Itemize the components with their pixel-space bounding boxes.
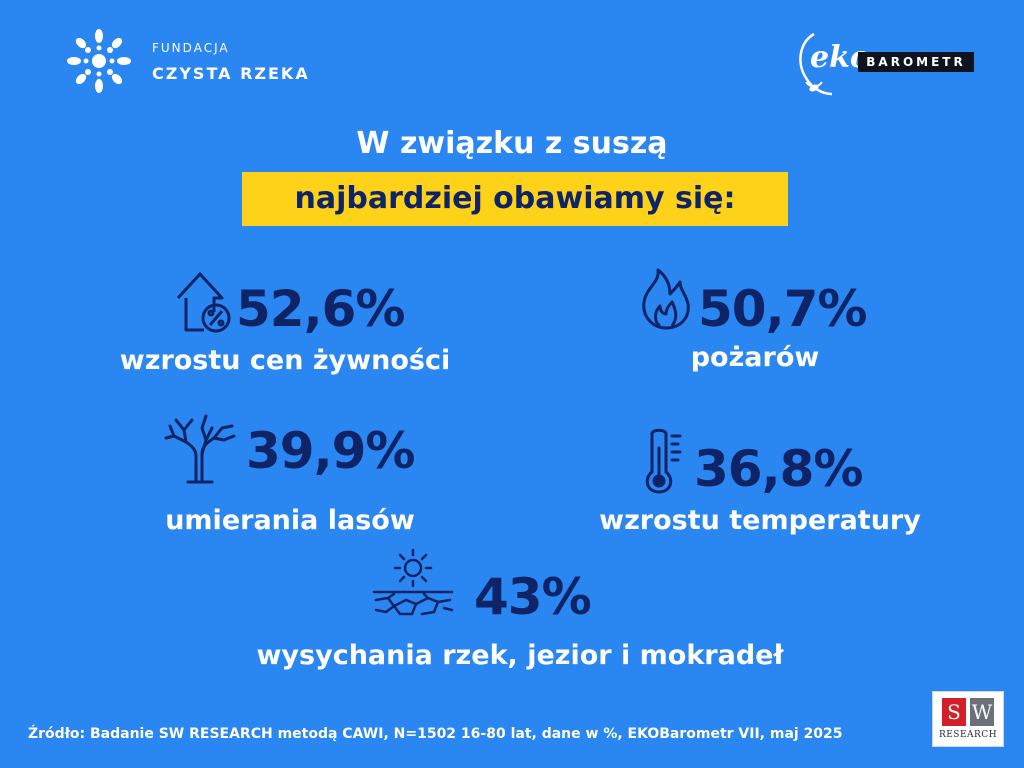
stat-forests-label: umierania lasów [165, 505, 415, 536]
sun-cracked-ground-icon [372, 548, 454, 624]
stat-rivers-label: wysychania rzek, jezior i mokradeł [256, 640, 784, 671]
fire-icon [636, 266, 694, 334]
leaf-ring-icon [799, 32, 833, 96]
stat-rivers-value: 43% [474, 568, 592, 626]
headline-line2-highlight: najbardziej obawiamy się: [242, 172, 788, 226]
stat-fires-value: 50,7% [698, 280, 867, 338]
barometr-wordmark: BAROMETR [858, 52, 974, 72]
org-name-line2: CZYSTA RZEKA [152, 64, 310, 83]
headline-line1: W związku z suszą [356, 126, 668, 161]
stat-food-prices-value: 52,6% [236, 280, 405, 338]
stat-food-prices-label: wzrostu cen żywności [119, 345, 451, 376]
sw-research-logo: S W RESEARCH [932, 691, 1004, 747]
sw-logo-w: W [970, 698, 994, 726]
source-note: Źródło: Badanie SW RESEARCH metodą CAWI,… [28, 726, 843, 742]
ekobarometr-logo: eko BAROMETR [792, 28, 982, 100]
stat-temperature-value: 36,8% [694, 440, 863, 498]
sw-logo-research: RESEARCH [938, 730, 998, 740]
dead-tree-icon [162, 410, 238, 488]
thermometer-icon [640, 426, 688, 500]
stat-temperature-label: wzrostu temperatury [599, 505, 921, 536]
stat-fires-label: pożarów [690, 342, 820, 373]
org-name-line1: FUNDACJA [152, 41, 230, 55]
wreath-icon [67, 29, 131, 93]
house-percent-icon [174, 268, 232, 338]
fundacja-czysta-rzeka-logo: FUNDACJA CZYSTA RZEKA [66, 28, 346, 94]
stat-forests-value: 39,9% [246, 422, 415, 480]
sw-logo-s: S [942, 698, 966, 726]
